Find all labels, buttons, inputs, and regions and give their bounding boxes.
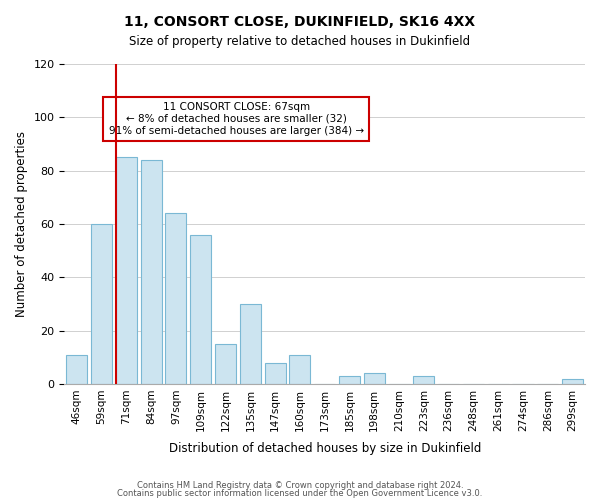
X-axis label: Distribution of detached houses by size in Dukinfield: Distribution of detached houses by size … bbox=[169, 442, 481, 455]
Bar bbox=[289, 354, 310, 384]
Bar bbox=[116, 158, 137, 384]
Text: Contains public sector information licensed under the Open Government Licence v3: Contains public sector information licen… bbox=[118, 488, 482, 498]
Text: Contains HM Land Registry data © Crown copyright and database right 2024.: Contains HM Land Registry data © Crown c… bbox=[137, 481, 463, 490]
Bar bbox=[364, 373, 385, 384]
Text: 11 CONSORT CLOSE: 67sqm
← 8% of detached houses are smaller (32)
91% of semi-det: 11 CONSORT CLOSE: 67sqm ← 8% of detached… bbox=[109, 102, 364, 136]
Bar bbox=[413, 376, 434, 384]
Bar bbox=[562, 378, 583, 384]
Bar bbox=[240, 304, 261, 384]
Y-axis label: Number of detached properties: Number of detached properties bbox=[15, 131, 28, 317]
Bar bbox=[66, 354, 88, 384]
Text: Size of property relative to detached houses in Dukinfield: Size of property relative to detached ho… bbox=[130, 35, 470, 48]
Bar bbox=[91, 224, 112, 384]
Bar bbox=[265, 362, 286, 384]
Bar bbox=[140, 160, 162, 384]
Text: 11, CONSORT CLOSE, DUKINFIELD, SK16 4XX: 11, CONSORT CLOSE, DUKINFIELD, SK16 4XX bbox=[124, 15, 476, 29]
Bar bbox=[215, 344, 236, 384]
Bar bbox=[166, 214, 187, 384]
Bar bbox=[190, 234, 211, 384]
Bar bbox=[339, 376, 360, 384]
